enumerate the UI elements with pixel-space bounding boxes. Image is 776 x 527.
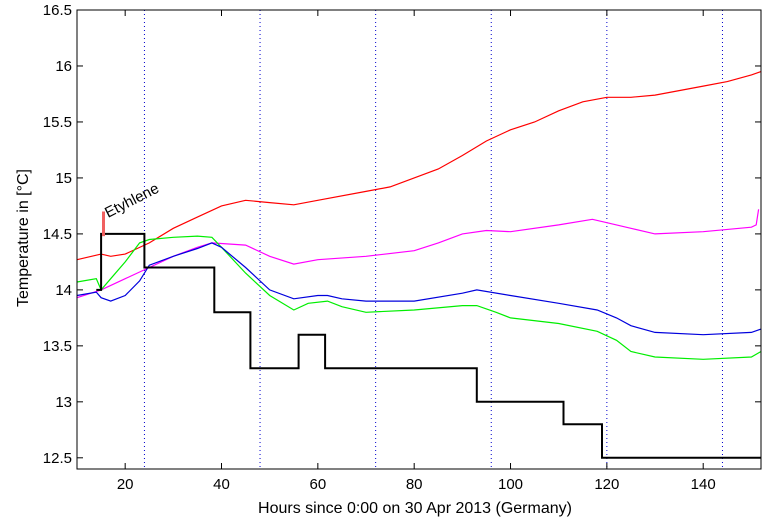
series-line-red [76, 71, 762, 261]
x-axis-label: Hours since 0:00 on 30 Apr 2013 (Germany… [258, 500, 572, 517]
y-axis-label: Temperature in [°C] [15, 169, 32, 307]
reference-lines [143, 10, 723, 469]
series-line-green [76, 235, 762, 360]
y-tick-label: 14.5 [43, 226, 72, 243]
x-tick-label: 120 [594, 476, 619, 493]
y-tick-label: 16 [55, 58, 72, 75]
y-tick-label: 15.5 [43, 114, 72, 131]
annotation: Etyhlene [101, 180, 162, 237]
x-tick-label: 40 [213, 476, 230, 493]
x-tick-label: 20 [117, 476, 134, 493]
y-tick-label: 14 [55, 282, 72, 299]
series-line-setpoint [96, 232, 761, 459]
plot-frame [76, 9, 762, 470]
y-tick-label: 16.5 [43, 2, 72, 19]
x-axis: 20 40 60 80 100 120 140 [117, 10, 716, 493]
series-group [76, 71, 762, 459]
x-tick-label: 80 [406, 476, 423, 493]
series-line-magenta [76, 209, 760, 299]
y-tick-label: 12.5 [43, 450, 72, 467]
y-axis: 12.5 13 13.5 14 14.5 15 15.5 16 16.5 [43, 2, 761, 467]
x-tick-label: 140 [691, 476, 716, 493]
x-tick-label: 60 [310, 476, 327, 493]
y-tick-label: 13 [55, 394, 72, 411]
y-tick-label: 13.5 [43, 338, 72, 355]
series-line-blue [76, 242, 762, 336]
y-tick-label: 15 [55, 170, 72, 187]
etylene-label: Etyhlene [102, 180, 162, 222]
x-tick-label: 100 [498, 476, 523, 493]
